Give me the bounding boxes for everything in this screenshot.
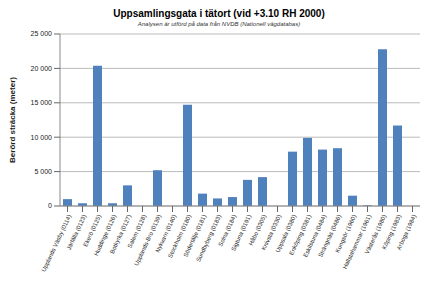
- svg-text:15 000: 15 000: [31, 99, 53, 106]
- svg-text:25 000: 25 000: [31, 30, 53, 37]
- svg-text:Västerås (1980): Västerås (1980): [363, 213, 388, 255]
- svg-text:Köping (1983): Köping (1983): [380, 213, 403, 251]
- html-text:Analysen är utförd på data frå: Analysen är utförd på data från NVDB (Na…: [137, 21, 301, 27]
- svg-text:Uppsala (0380): Uppsala (0380): [274, 213, 298, 254]
- svg-text:Järfälla (0123): Järfälla (0123): [65, 213, 88, 251]
- svg-text:Arboga (1984): Arboga (1984): [396, 214, 418, 251]
- svg-text:Eskilstuna (0484): Eskilstuna (0484): [302, 213, 328, 259]
- svg-text:10 000: 10 000: [31, 134, 53, 141]
- svg-text:Solna (0184): Solna (0184): [217, 213, 238, 248]
- svg-text:Upplands Väsby (0114): Upplands Väsby (0114): [40, 213, 73, 273]
- svg-text:Håbo (0305): Håbo (0305): [247, 213, 268, 247]
- svg-text:Berörd sträcka (meter): Berörd sträcka (meter): [8, 77, 17, 163]
- html-text:Uppsamlingsgata i tätort (vid: Uppsamlingsgata i tätort (vid +3.10 RH 2…: [113, 8, 325, 19]
- svg-text:5 000: 5 000: [34, 168, 52, 175]
- svg-text:Upplands-Bro (0139): Upplands-Bro (0139): [133, 214, 162, 267]
- svg-text:Hallstahammar (1961): Hallstahammar (1961): [341, 213, 373, 270]
- svg-text:Sundbyberg (0183): Sundbyberg (0183): [195, 214, 222, 263]
- svg-text:Huddinge (0126): Huddinge (0126): [92, 213, 118, 257]
- svg-text:Salem (0128): Salem (0128): [126, 213, 148, 249]
- svg-text:Enköping (0381): Enköping (0381): [288, 213, 313, 257]
- svg-text:Knivsta (0330): Knivsta (0330): [260, 213, 283, 252]
- svg-text:0: 0: [48, 202, 52, 209]
- svg-text:Stockholm (0180): Stockholm (0180): [167, 213, 193, 259]
- svg-text:Kungsör (1960): Kungsör (1960): [334, 213, 358, 254]
- svg-text:Ekerö (0125): Ekerö (0125): [82, 213, 103, 248]
- svg-text:Södertälje (0181): Södertälje (0181): [182, 213, 208, 258]
- svg-text:Sigtuna (0191): Sigtuna (0191): [230, 214, 252, 252]
- svg-text:20 000: 20 000: [31, 65, 53, 72]
- svg-text:Strängnäs (0486): Strängnäs (0486): [317, 213, 343, 259]
- svg-text:Nykvarn (0140): Nykvarn (0140): [154, 213, 178, 254]
- svg-text:Botkyrka (0127): Botkyrka (0127): [109, 214, 132, 255]
